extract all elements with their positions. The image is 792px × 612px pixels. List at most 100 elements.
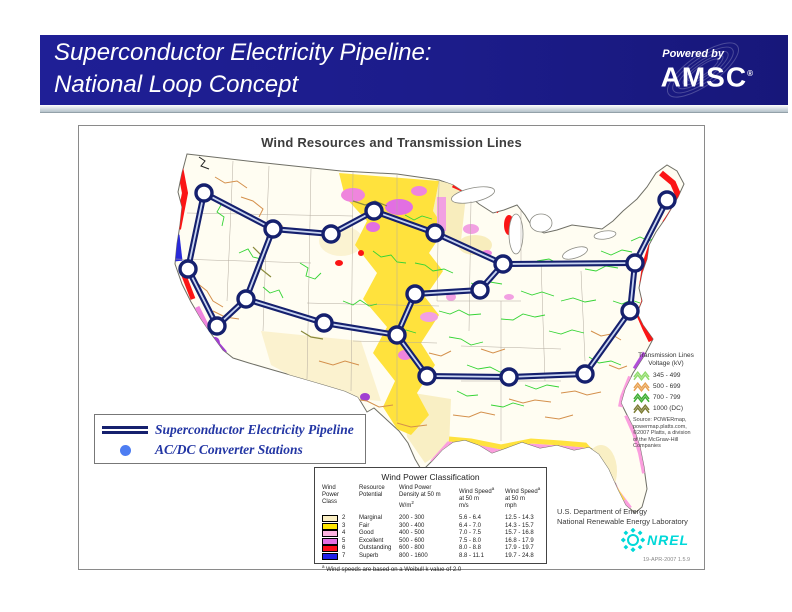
wind-table-footnote: a Wind speeds are based on a Weibull k v… bbox=[322, 564, 462, 573]
converter-station-label: AC/DC Converter Stations bbox=[155, 442, 303, 457]
wind-class-color-chip bbox=[322, 552, 338, 560]
slide-title-line1: Superconductor Electricity Pipeline: bbox=[54, 39, 432, 66]
credits: U.S. Department of Energy National Renew… bbox=[557, 507, 688, 526]
wind-table-cell: 600 - 800 bbox=[399, 545, 425, 551]
converter-station-node bbox=[425, 223, 445, 243]
wind-table-cell: 14.3 - 15.7 bbox=[505, 522, 534, 529]
pipeline-segment bbox=[203, 192, 274, 230]
slide-title: Superconductor Electricity Pipeline: Nat… bbox=[54, 37, 432, 101]
north-cascades-mark bbox=[198, 156, 210, 170]
wind-class-cell: 3 bbox=[322, 523, 359, 531]
credit-line1: U.S. Department of Energy bbox=[557, 507, 648, 516]
wind-table-cell: Marginal bbox=[359, 515, 383, 521]
wind-table-header-cell: Wind Power Density at 50 m W/m2 bbox=[399, 485, 441, 509]
converter-station-node bbox=[493, 254, 513, 274]
wind-table-cell: 400 - 500 bbox=[399, 530, 425, 536]
nrel-logo: NREL bbox=[621, 528, 689, 552]
wind-table-cell: Excellent bbox=[359, 537, 384, 544]
converter-station-node bbox=[263, 219, 283, 239]
wind-table-cell: 16.8 - 17.9 bbox=[505, 537, 534, 544]
wind-class-color-chip bbox=[322, 522, 338, 530]
transmission-legend-title: Transmission Lines Voltage (kV) bbox=[628, 352, 704, 368]
transmission-legend-item: 700 - 799 bbox=[633, 392, 704, 403]
us-wind-map bbox=[174, 153, 685, 514]
wind-table-cell: 19.7 - 24.8 bbox=[505, 552, 534, 559]
converter-station-node bbox=[657, 190, 677, 210]
wind-table-cell: 200 - 300 bbox=[399, 515, 425, 521]
voltage-range-label: 700 - 799 bbox=[653, 394, 681, 401]
wind-table-header-cell: Wind Speeda at 50 m m/s bbox=[459, 486, 495, 509]
transmission-legend-items: 345 - 499 500 - 699 700 - 799 1000 (DC) bbox=[628, 370, 704, 414]
transmission-legend-item: 500 - 699 bbox=[633, 381, 704, 392]
pipeline-segment bbox=[187, 192, 205, 270]
amsc-reg-mark: ® bbox=[747, 69, 754, 78]
converter-station-node bbox=[417, 366, 437, 386]
pipeline-segment bbox=[373, 210, 436, 234]
transmission-legend-item: 1000 (DC) bbox=[633, 403, 704, 414]
pipeline-line-label: Superconductor Electricity Pipeline bbox=[155, 422, 354, 437]
wind-table-header-cell: Resource Potential bbox=[359, 485, 385, 498]
voltage-range-label: 500 - 699 bbox=[653, 383, 681, 390]
titlebar-gradient-strip bbox=[40, 105, 788, 113]
pipeline-segment bbox=[502, 262, 636, 265]
map-panel: Wind Resources and Transmission Lines Su… bbox=[78, 125, 705, 573]
voltage-range-label: 345 - 499 bbox=[653, 372, 681, 379]
zigzag-line-icon bbox=[633, 370, 650, 381]
wind-class-color-chip bbox=[322, 530, 338, 538]
wind-table-cell: Good bbox=[359, 530, 374, 536]
pipeline-segment bbox=[245, 228, 274, 300]
amsc-logo: Powered by AMSC® bbox=[603, 35, 788, 105]
pipeline-segment bbox=[187, 268, 218, 327]
wind-table-header-cell: Wind Speeda at 50 m mph bbox=[505, 486, 541, 509]
pipeline-segment bbox=[634, 199, 668, 264]
wind-class-cell: 7 bbox=[322, 553, 359, 561]
transmission-legend-title-line2: Voltage (kV) bbox=[648, 360, 684, 367]
pipeline-segment bbox=[272, 228, 332, 235]
wind-table-cell: Fair bbox=[359, 522, 370, 529]
converter-station-node bbox=[314, 313, 334, 333]
wind-table-cell: 15.7 - 16.8 bbox=[505, 530, 534, 536]
wind-table-header-cell: Wind Power Class bbox=[322, 485, 340, 505]
wind-class-color-chip bbox=[322, 537, 338, 545]
transmission-legend: Transmission Lines Voltage (kV) 345 - 49… bbox=[628, 352, 704, 450]
transmission-legend-title-line1: Transmission Lines bbox=[638, 352, 694, 359]
zigzag-line-icon bbox=[633, 381, 650, 392]
wind-table-grid: Wind Power Class Resource Potential Wind Powe… bbox=[322, 485, 546, 560]
zigzag-line-icon bbox=[633, 403, 650, 414]
converter-legend-row: AC/DC Converter Stations bbox=[95, 440, 365, 460]
amsc-swirl-icon bbox=[667, 42, 739, 98]
converter-station-node bbox=[470, 280, 490, 300]
pipeline-segment bbox=[508, 373, 586, 378]
pipeline-segment bbox=[426, 375, 510, 378]
wind-table-title: Wind Power Classification bbox=[381, 472, 480, 482]
wind-table-cell: Outstanding bbox=[359, 545, 392, 551]
nrel-wordmark: NREL bbox=[647, 532, 690, 548]
pipeline-segment bbox=[245, 298, 325, 324]
converter-station-node bbox=[405, 284, 425, 304]
wind-class-cell: 5 bbox=[322, 538, 359, 546]
great-lakes bbox=[451, 186, 617, 260]
converter-station-symbol bbox=[119, 444, 131, 456]
converter-station-node bbox=[321, 224, 341, 244]
converter-station-node bbox=[178, 259, 198, 279]
converter-station-node bbox=[207, 316, 227, 336]
pipeline-legend-row: Superconductor Electricity Pipeline bbox=[95, 420, 365, 440]
converter-stations bbox=[178, 183, 677, 387]
pipeline-segment bbox=[584, 310, 631, 375]
pipeline-segment bbox=[323, 322, 398, 336]
wind-table-cell: 8.8 - 11.1 bbox=[459, 552, 484, 559]
wind-class-color-chip bbox=[322, 545, 338, 553]
title-bar: Superconductor Electricity Pipeline: Nat… bbox=[40, 35, 788, 105]
converter-station-node bbox=[194, 183, 214, 203]
slide-title-line2: National Loop Concept bbox=[54, 71, 299, 98]
pipeline-segment bbox=[434, 232, 504, 265]
nrel-sun-icon bbox=[621, 528, 645, 552]
transmission-legend-item: 345 - 499 bbox=[633, 370, 704, 381]
converter-station-node bbox=[499, 367, 519, 387]
credit-line2: National Renewable Energy Laboratory bbox=[557, 516, 688, 526]
wind-table-cell: 12.5 - 14.3 bbox=[505, 515, 534, 521]
wind-table-cell: 300 - 400 bbox=[399, 522, 425, 529]
wind-class-cell: 4 bbox=[322, 530, 359, 538]
converter-station-node bbox=[620, 301, 640, 321]
